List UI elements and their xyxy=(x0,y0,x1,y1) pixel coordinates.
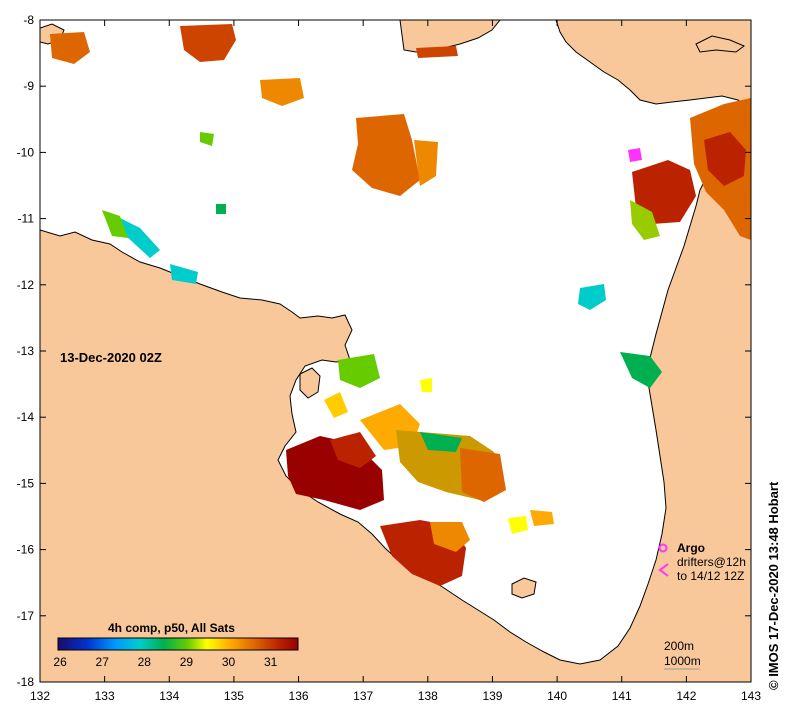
colorbar-title: 4h comp, p50, All Sats xyxy=(108,621,235,635)
x-tick-label: 133 xyxy=(95,689,115,703)
date-label: 13-Dec-2020 02Z xyxy=(60,350,162,365)
land-wellesley-islands xyxy=(511,577,537,599)
x-tick-label: 142 xyxy=(676,689,696,703)
colorbar-tick-label: 27 xyxy=(96,655,110,669)
argo-icon xyxy=(658,543,668,553)
x-axis: 132 133 134 135 136 137 138 139 140 141 142 143 xyxy=(30,20,761,703)
colorbar-tick-label: 26 xyxy=(53,655,67,669)
colorbar-tick-label: 29 xyxy=(180,655,194,669)
drifters-to-label: to 14/12 12Z xyxy=(677,569,744,583)
y-tick-label: -13 xyxy=(17,344,35,358)
y-tick-label: -15 xyxy=(17,476,35,490)
colorbar-ticks: 26 27 28 29 30 31 xyxy=(53,655,277,669)
sst-field xyxy=(50,24,751,586)
credit-label: © IMOS 17-Dec-2020 13:48 Hobart xyxy=(766,481,781,690)
x-tick-label: 140 xyxy=(547,689,567,703)
x-tick-label: 137 xyxy=(353,689,373,703)
x-tick-label: 139 xyxy=(482,689,502,703)
y-tick-label: -11 xyxy=(18,212,35,226)
y-tick-label: -18 xyxy=(17,675,35,689)
platform-legend: Argo drifters@12h to 14/12 12Z xyxy=(658,541,746,583)
land-new-guinea xyxy=(399,20,501,53)
colorbar xyxy=(57,637,299,651)
drifters-label: drifters@12h xyxy=(677,555,746,569)
x-tick-label: 134 xyxy=(159,689,179,703)
y-tick-label: -14 xyxy=(17,410,35,424)
y-axis: -8 -9 -10 -11 -12 -13 -14 -15 -16 -17 -18 xyxy=(17,13,751,689)
y-tick-label: -10 xyxy=(17,145,35,159)
y-tick-label: -16 xyxy=(17,543,35,557)
drifter-arrow-icon xyxy=(658,563,669,577)
x-tick-label: 136 xyxy=(289,689,309,703)
land-groote-eylandt xyxy=(299,367,321,399)
x-tick-label: 143 xyxy=(741,689,761,703)
x-tick-label: 132 xyxy=(30,689,50,703)
land-torres-islands xyxy=(695,35,745,53)
colorbar-tick-label: 31 xyxy=(264,655,278,669)
x-tick-label: 141 xyxy=(612,689,632,703)
colorbar-legend: 4h comp, p50, All Sats 26 27 28 29 30 31 xyxy=(53,621,299,669)
y-tick-label: -9 xyxy=(23,79,34,93)
depth-legend: 200m 1000m xyxy=(664,639,701,670)
argo-label: Argo xyxy=(677,541,705,555)
y-tick-label: -17 xyxy=(17,609,35,623)
colorbar-tick-label: 28 xyxy=(138,655,152,669)
x-tick-label: 135 xyxy=(224,689,244,703)
depth-1000-label: 1000m xyxy=(664,654,701,668)
y-tick-label: -12 xyxy=(17,278,35,292)
x-tick-label: 138 xyxy=(418,689,438,703)
y-tick-label: -8 xyxy=(23,13,34,27)
depth-200-label: 200m xyxy=(664,639,694,653)
colorbar-tick-label: 30 xyxy=(222,655,236,669)
